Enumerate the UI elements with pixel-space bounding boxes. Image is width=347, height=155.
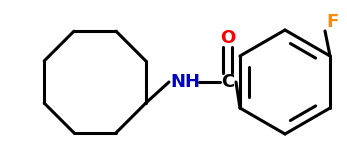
Text: F: F <box>327 13 339 31</box>
Text: NH: NH <box>170 73 200 91</box>
Text: C: C <box>221 73 235 91</box>
Text: O: O <box>220 29 236 47</box>
